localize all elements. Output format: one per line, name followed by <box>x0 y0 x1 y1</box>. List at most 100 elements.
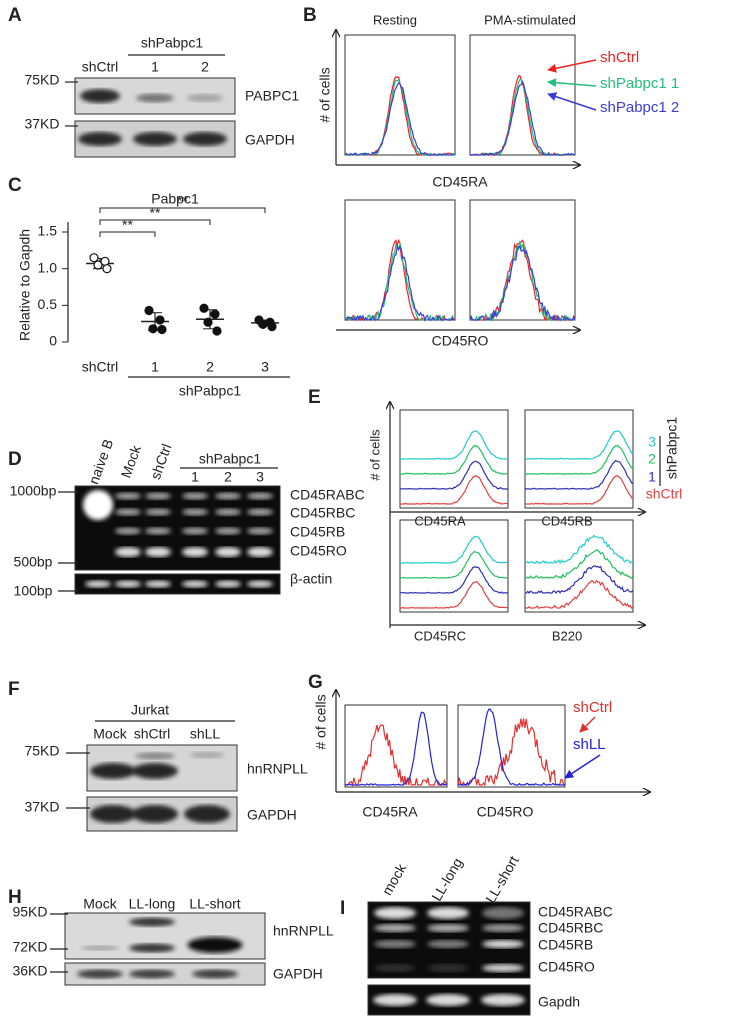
lane-label: naive B <box>85 437 116 486</box>
lane-label: shCtrl <box>82 59 119 75</box>
legend-label: 3 <box>648 434 656 450</box>
band <box>77 969 123 979</box>
lane-group: shPabpc1 <box>141 35 203 51</box>
panel-label: C <box>8 175 22 196</box>
band <box>182 508 208 516</box>
histogram-curve <box>344 711 448 786</box>
x-tick-label: 1 <box>151 359 159 375</box>
axis-label: CD45RA <box>414 513 466 528</box>
histogram-curve <box>399 535 509 564</box>
legend-label: 1 <box>648 469 656 485</box>
panel-label: F <box>8 679 20 700</box>
lane-label: LL-long <box>428 855 465 903</box>
band <box>187 94 223 102</box>
axis-label: CD45RC <box>414 628 466 643</box>
band-label: GAPDH <box>247 807 297 823</box>
y-tick-label: 0.5 <box>38 296 58 312</box>
band <box>184 805 230 823</box>
band <box>115 547 141 557</box>
panel-label: A <box>8 5 22 26</box>
band-label: β-actin <box>290 571 332 587</box>
legend-group: shPabpc1 <box>664 417 680 479</box>
band <box>133 132 177 146</box>
band <box>145 580 171 588</box>
band <box>374 940 416 948</box>
band <box>247 527 273 535</box>
axis-label: CD45RO <box>477 804 534 820</box>
band <box>215 508 241 516</box>
band <box>374 964 416 972</box>
legend-arrow <box>564 754 601 779</box>
lane-label: shCtrl <box>134 726 171 742</box>
band <box>145 547 171 557</box>
histogram-curve <box>400 430 509 460</box>
y-tick-label: 1.5 <box>38 223 58 239</box>
x-tick-label: shCtrl <box>82 359 119 375</box>
band-label: CD45RABC <box>538 904 613 920</box>
band <box>215 492 241 500</box>
band <box>182 580 208 588</box>
histogram-curve <box>457 708 566 786</box>
band <box>215 547 241 557</box>
histogram-curve <box>524 579 634 609</box>
significance-bracket <box>99 207 266 213</box>
y-tick-label: 0 <box>49 333 57 349</box>
lane-label: Mock <box>118 442 145 480</box>
axis-label: # of cells <box>367 429 382 481</box>
band <box>145 508 171 516</box>
band <box>247 547 273 557</box>
band <box>482 940 524 948</box>
legend-arrow <box>547 92 597 111</box>
plot-frame <box>469 199 576 321</box>
band <box>129 917 175 927</box>
band <box>182 527 208 535</box>
data-point <box>258 319 268 329</box>
data-point <box>155 315 165 325</box>
size-marker: 36KD <box>12 963 47 979</box>
axis-label: CD45RB <box>541 513 592 528</box>
column-label: Resting <box>373 12 417 27</box>
lane-label: 3 <box>256 469 264 485</box>
band <box>373 994 417 1006</box>
chart-title: Pabpc1 <box>151 191 199 207</box>
band <box>90 805 136 823</box>
band <box>187 937 243 953</box>
lane-label: LL-long <box>129 896 176 912</box>
plot-frame <box>344 34 456 156</box>
axis-label: CD45RO <box>432 333 489 349</box>
band <box>482 924 524 932</box>
lane-label: Mock <box>93 726 127 742</box>
band <box>482 907 524 919</box>
band <box>115 508 141 516</box>
cell-line: Jurkat <box>131 702 169 718</box>
band <box>145 527 171 535</box>
lane-label: 1 <box>151 59 159 75</box>
band <box>83 490 113 520</box>
size-marker: 75KD <box>24 72 59 88</box>
band <box>427 964 469 972</box>
data-point <box>93 260 103 270</box>
x-tick-label: 3 <box>261 359 269 375</box>
band <box>427 907 469 919</box>
data-point <box>157 324 167 335</box>
histogram-curve <box>400 580 508 609</box>
histogram-curve <box>344 81 456 156</box>
histogram-curve <box>525 460 634 490</box>
axis-label: CD45RA <box>362 804 418 820</box>
legend-label: shCtrl <box>573 699 612 716</box>
band <box>182 492 208 500</box>
band <box>215 527 241 535</box>
axis-label: # of cells <box>317 67 333 122</box>
lane-label: LL-short <box>482 853 522 906</box>
legend-label: shPabpc1 1 <box>600 75 679 92</box>
band <box>145 492 171 500</box>
panel-label: H <box>8 887 22 908</box>
panel-label: I <box>340 898 345 919</box>
histogram-curve <box>525 430 634 460</box>
legend-label: shCtrl <box>646 486 683 502</box>
band-label: CD45RBC <box>538 920 603 936</box>
lane-label: Mock <box>83 896 117 912</box>
gel <box>74 573 281 595</box>
band <box>132 763 178 779</box>
